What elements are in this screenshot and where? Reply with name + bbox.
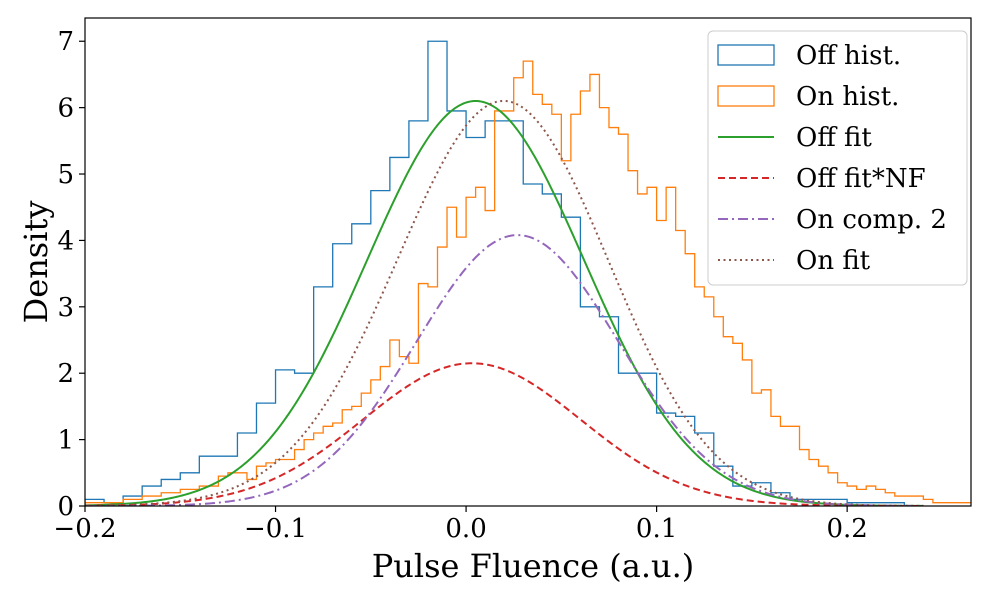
legend: Off hist. On hist. Off fit Off fit*NF On com… [707,30,968,286]
plot-frame [84,17,972,507]
legend-label-off-fit: Off fit [796,123,872,153]
x-tick-label: −0.1 [244,514,307,544]
y-tick-label: 1 [57,426,74,456]
x-tick-label: 0.2 [826,514,867,544]
off-fit-series [85,99,924,506]
legend-frame [707,30,968,286]
legend-label-on-fit: On fit [796,246,871,276]
legend-swatch-on-hist [717,85,775,107]
y-tick-label: 3 [57,293,74,323]
y-tick-label: 6 [57,94,74,124]
legend-label-off-fit-nf: Off fit*NF [796,164,926,194]
ticks-layer: −0.2 −0.1 0.0 0.1 0.2 0 1 2 3 4 5 6 7 [53,27,867,544]
legend-label-off-hist: Off hist. [796,41,901,71]
y-tick-label: 7 [57,27,74,57]
legend-label-on-hist: On hist. [796,82,899,112]
y-tick-label: 5 [57,160,74,190]
x-tick-label: 0.0 [445,514,486,544]
y-tick-label: 0 [57,492,74,522]
y-axis-title: Density [17,201,55,324]
y-tick-label: 4 [57,226,74,256]
off-hist-series [85,40,924,506]
legend-label-on-comp-2: On comp. 2 [796,205,947,235]
x-axis-title: Pulse Fluence (a.u.) [372,547,695,585]
on-hist-series [85,60,971,506]
off-fit-nf-series [85,362,924,506]
x-tick-label: 0.1 [636,514,677,544]
series-layer [85,40,971,506]
x-tick-label: −0.2 [53,514,116,544]
y-tick-label: 2 [57,359,74,389]
legend-swatch-off-hist [717,44,775,66]
